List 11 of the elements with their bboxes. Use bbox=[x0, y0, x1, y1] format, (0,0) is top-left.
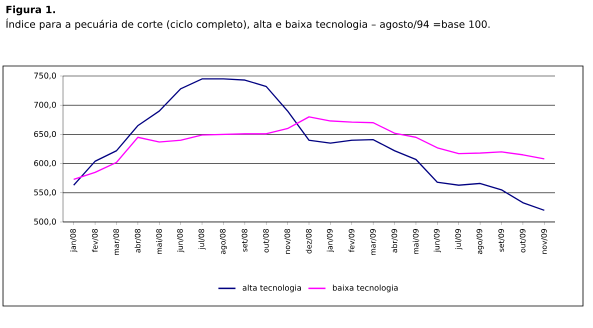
legend-label: alta tecnologia bbox=[242, 284, 301, 292]
y-tick-label: 500,0 bbox=[34, 218, 56, 226]
y-tick-label: 750,0 bbox=[34, 72, 56, 80]
y-tick-label: 700,0 bbox=[34, 102, 56, 109]
y-tick-label: 600,0 bbox=[34, 160, 56, 168]
y-tick-label: 550,0 bbox=[34, 189, 56, 196]
chart-title: Figura 1. bbox=[6, 6, 55, 16]
legend-label: baixa tecnologia bbox=[332, 284, 398, 292]
line-series bbox=[73, 78, 545, 211]
chart-subtitle: Índice para a pecuária de corte (ciclo completo), alta e baixa tecnologia – agosto/94 =base 100. bbox=[6, 18, 490, 30]
y-tick-label: 650,0 bbox=[34, 130, 56, 138]
